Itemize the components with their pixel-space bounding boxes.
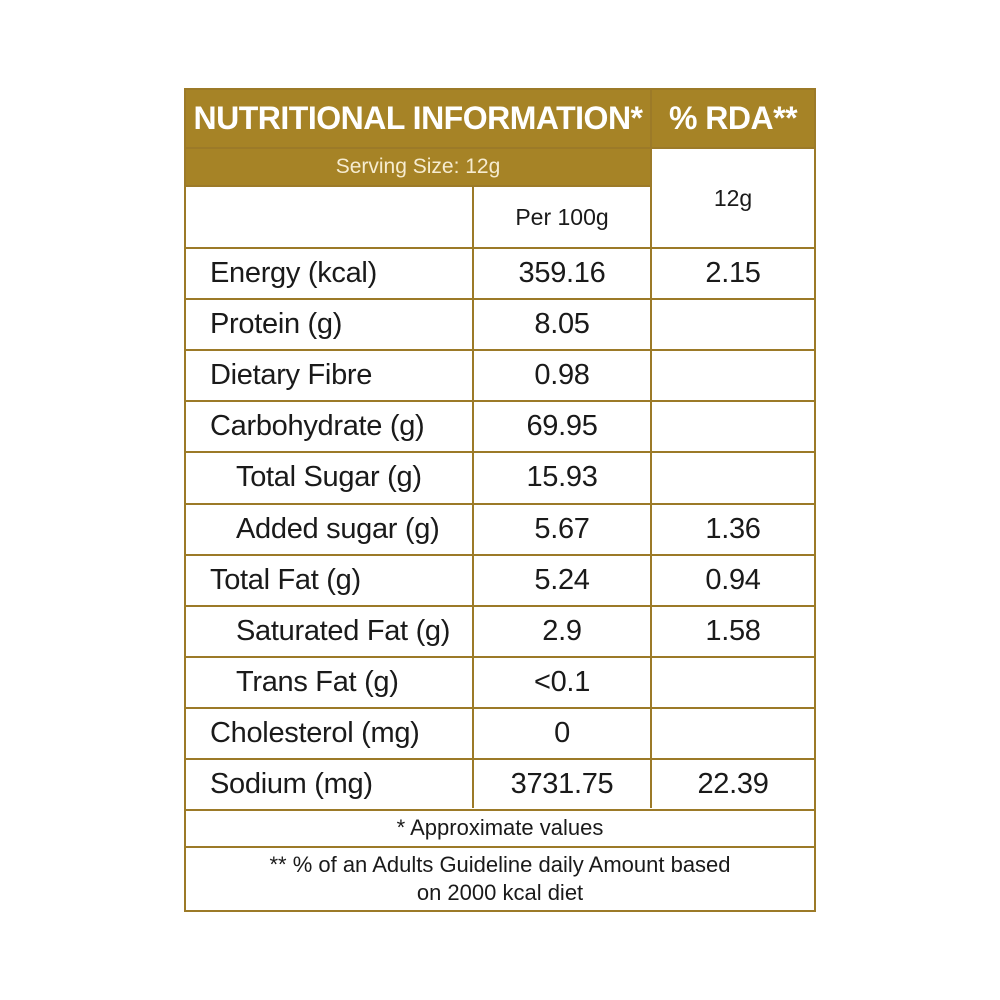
rda-value: 1.36 bbox=[705, 512, 761, 545]
approximate-values-note: * Approximate values bbox=[396, 815, 604, 840]
rda-value bbox=[652, 300, 814, 349]
table-title: NUTRITIONAL INFORMATION* bbox=[186, 90, 650, 147]
row-divider bbox=[186, 451, 814, 454]
row-divider bbox=[186, 706, 814, 709]
row-divider bbox=[186, 846, 814, 848]
per-100g-value: 5.24 bbox=[534, 563, 590, 596]
per-100g-value: 69.95 bbox=[526, 410, 598, 443]
per-100g-value: 2.9 bbox=[542, 614, 582, 647]
rda-value: 0.94 bbox=[705, 563, 761, 596]
row-divider bbox=[186, 147, 814, 149]
row-divider bbox=[186, 298, 814, 301]
rda-value bbox=[652, 453, 814, 502]
rda-value bbox=[652, 658, 814, 707]
nutrient-label: Carbohydrate (g) bbox=[210, 410, 425, 443]
rda-serving-header: 12g bbox=[713, 184, 753, 211]
rda-basis-note: ** % of an Adults Guideline daily Amount… bbox=[186, 848, 814, 910]
per-100g-value: <0.1 bbox=[533, 665, 591, 698]
per-100g-value: 5.67 bbox=[534, 512, 590, 545]
row-divider bbox=[186, 349, 814, 352]
row-divider bbox=[186, 502, 814, 505]
rda-basis-note-line1: ** % of an Adults Guideline daily Amount… bbox=[269, 852, 731, 877]
nutrient-label: Sodium (mg) bbox=[210, 768, 373, 801]
rda-basis-note-line2: on 2000 kcal diet bbox=[416, 880, 584, 905]
serving-size: Serving Size: 12g bbox=[186, 149, 650, 185]
row-divider bbox=[186, 247, 814, 249]
per-100g-value: 3731.75 bbox=[510, 768, 614, 801]
rda-value: 1.58 bbox=[705, 614, 761, 647]
nutrient-label: Total Fat (g) bbox=[210, 563, 361, 596]
nutrient-label: Saturated Fat (g) bbox=[236, 614, 451, 647]
nutrient-label: Added sugar (g) bbox=[236, 512, 440, 545]
rda-value: 22.39 bbox=[697, 768, 769, 801]
nutrient-label: Trans Fat (g) bbox=[236, 665, 399, 698]
nutrient-label: Energy (kcal) bbox=[210, 257, 377, 290]
nutrient-label: Protein (g) bbox=[210, 308, 343, 341]
column-divider bbox=[472, 185, 474, 808]
per-100g-value: 0 bbox=[554, 716, 570, 749]
row-divider bbox=[186, 655, 814, 658]
row-divider bbox=[186, 604, 814, 607]
nutrition-table: NUTRITIONAL INFORMATION* % RDA** Serving… bbox=[184, 88, 816, 912]
nutrient-label: Dietary Fibre bbox=[210, 359, 373, 392]
row-divider bbox=[186, 553, 814, 556]
row-divider bbox=[186, 185, 650, 187]
rda-value: 2.15 bbox=[705, 257, 761, 290]
row-divider bbox=[186, 400, 814, 403]
per-100g-value: 359.16 bbox=[518, 257, 606, 290]
row-divider bbox=[186, 758, 814, 760]
per-100g-value: 15.93 bbox=[526, 461, 598, 494]
column-divider bbox=[650, 90, 652, 808]
per-100g-value: 8.05 bbox=[534, 308, 590, 341]
per-100g-header: Per 100g bbox=[515, 203, 609, 230]
row-divider bbox=[186, 809, 814, 812]
per-100g-value: 0.98 bbox=[534, 359, 590, 392]
rda-value bbox=[652, 351, 814, 400]
rda-value bbox=[652, 402, 814, 451]
nutrient-label: Total Sugar (g) bbox=[236, 461, 422, 494]
rda-value bbox=[652, 709, 814, 758]
rda-title: % RDA** bbox=[652, 90, 814, 147]
nutrient-label: Cholesterol (mg) bbox=[210, 716, 420, 749]
